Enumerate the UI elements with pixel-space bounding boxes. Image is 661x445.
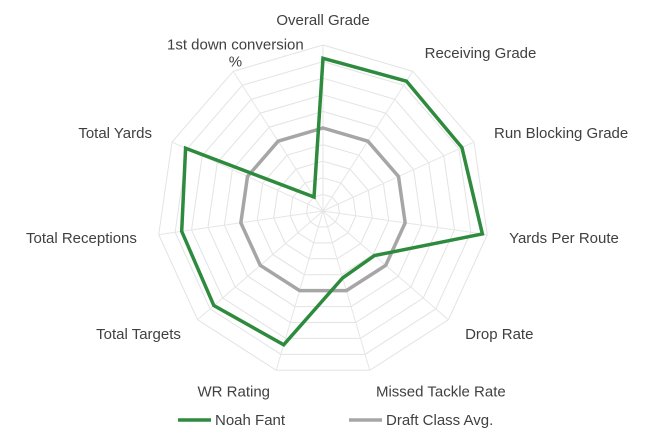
axis-label: Total Yards [78,125,152,142]
axis-label: Total Receptions [26,230,137,247]
legend-label-noah-fant: Noah Fant [215,412,286,429]
grid-ring [207,94,439,323]
axis-label: Yards Per Route [509,230,619,247]
radar-spokes [158,45,488,371]
axis-label: Overall Grade [276,12,369,29]
series-line-draft-class-avg [239,126,407,293]
grid-ring [273,160,373,260]
legend-label-draft-class-avg: Draft Class Avg. [386,412,493,429]
axis-label: Missed Tackle Rate [376,383,506,400]
legend: Noah Fant Draft Class Avg. [178,412,493,429]
axis-label: Receiving Grade [425,45,537,62]
grid-ring [191,77,455,339]
axis-label: Total Targets [96,326,181,343]
axis-label: 1st down conversion% [167,36,304,70]
radar-series [179,56,485,348]
grid-ring [174,61,472,355]
grid-ring [306,193,340,228]
grid-ring [223,110,423,308]
series-line-noah-fant [179,56,485,348]
axis-label: WR Rating [198,383,271,400]
axis-labels: Overall Grade Receiving Grade Run Blocking… [26,12,628,400]
axis-label: Run Blocking Grade [494,125,628,142]
grid-ring [289,177,357,244]
grid-ring [158,44,488,371]
axis-label: Drop Rate [465,326,533,343]
